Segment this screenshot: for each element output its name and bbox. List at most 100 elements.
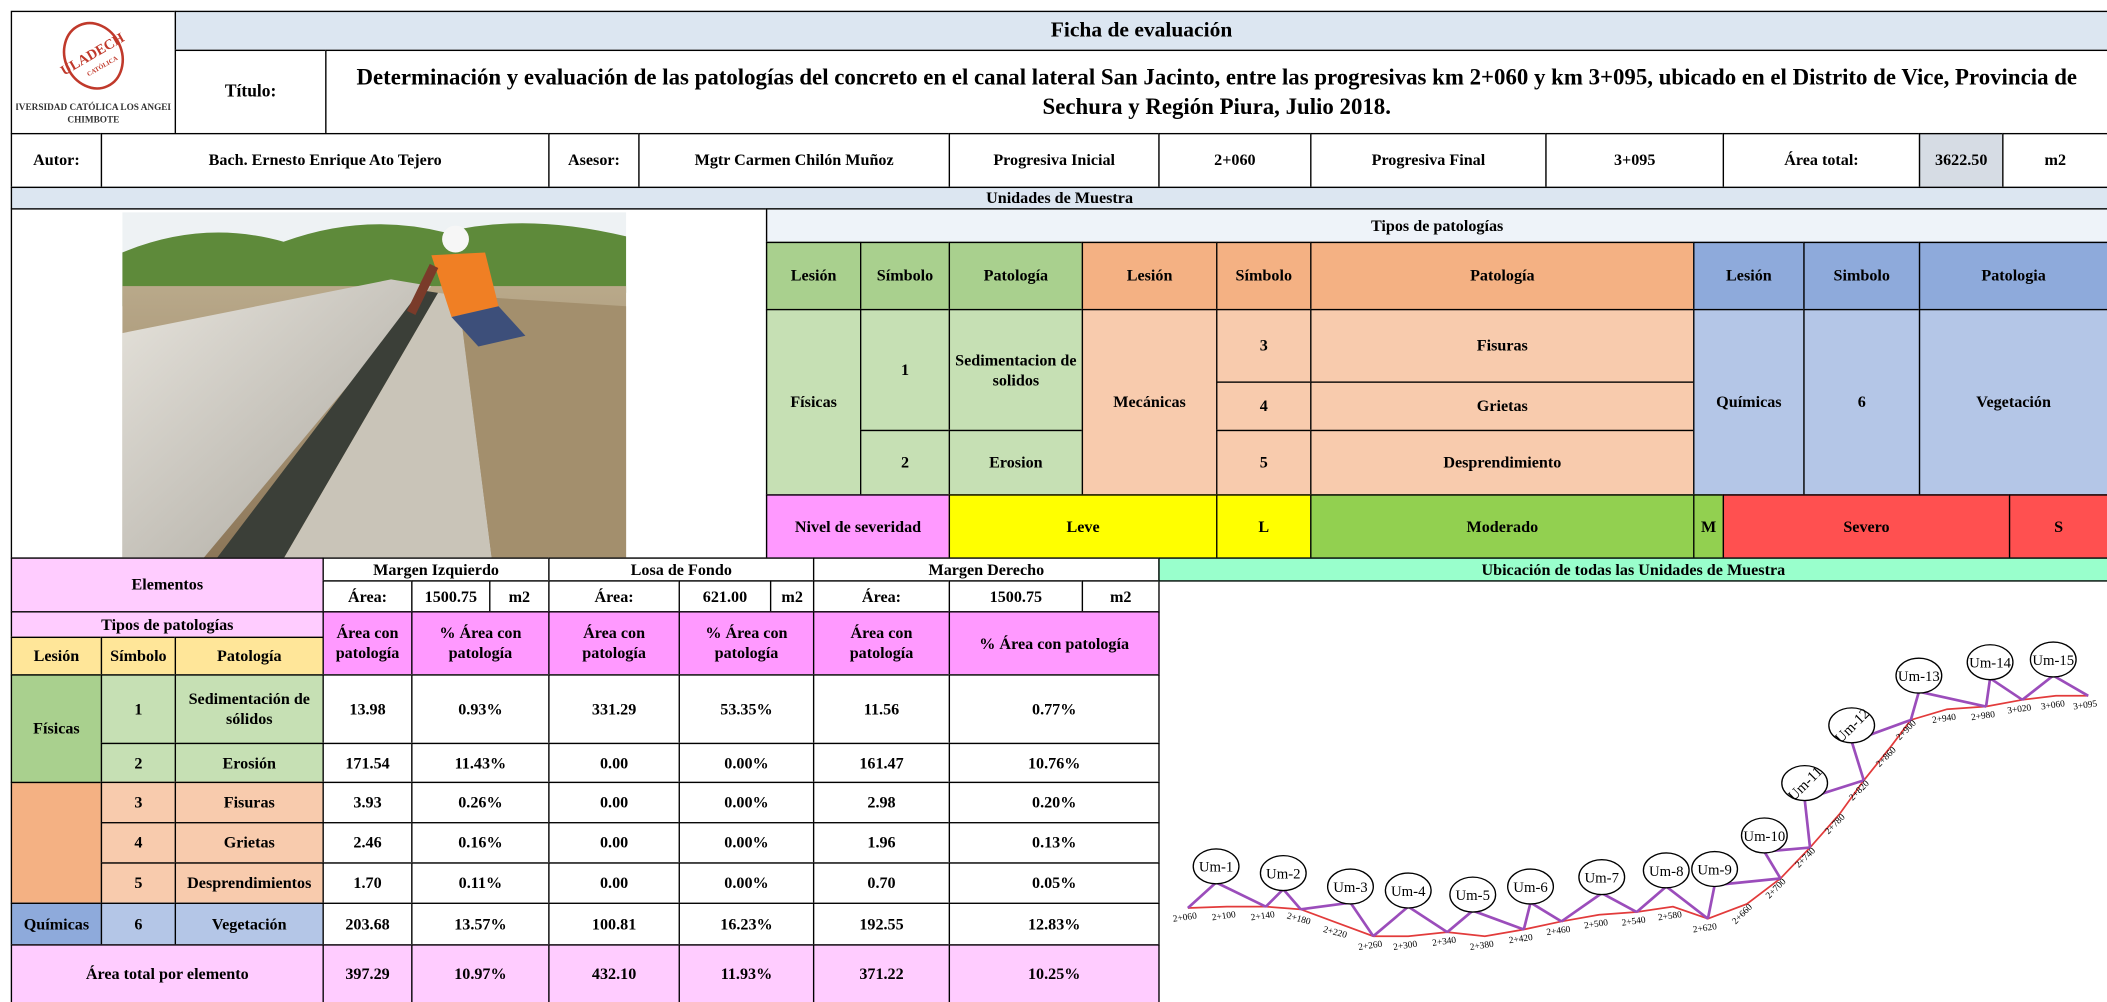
value: 12.83% [948, 902, 1160, 946]
value: 171.54 [322, 742, 413, 784]
logo-cell: ULADECH CATÓLICA UNIVERSIDAD CATÓLICA LO… [10, 10, 177, 135]
legend-header: Símbolo [1216, 241, 1312, 311]
station-label: 2+260 [1358, 940, 1384, 953]
unit-span [1372, 904, 1448, 938]
station-label: 2+420 [1508, 933, 1534, 946]
value: 16.23% [678, 902, 815, 946]
station-label: 2+340 [1432, 936, 1458, 949]
unit-label: Um-5 [1456, 888, 1490, 904]
unit-label: Um-2 [1266, 866, 1300, 882]
value: 0.93% [411, 674, 550, 745]
map-title: Ubicación de todas las Unidades de Muest… [1158, 557, 2107, 582]
station-label: 2+220 [1322, 925, 1348, 941]
unit-label: Um-7 [1585, 870, 1619, 886]
pathology: Fisuras [1310, 308, 1695, 383]
area-value: 621.00 [678, 580, 772, 613]
element-name: Losa de Fondo [548, 557, 815, 582]
station-label: 2+300 [1393, 940, 1419, 953]
unit-circle [1259, 854, 1307, 892]
photo-cell [10, 208, 768, 559]
title-label: Título: [174, 49, 327, 135]
info-cell: 3622.50 [1918, 132, 2004, 189]
unit-label: Um-15 [2032, 653, 2074, 669]
total-value: 10.25% [948, 944, 1160, 1002]
info-cell: 2+060 [1158, 132, 1312, 189]
total-value: 10.97% [411, 944, 550, 1002]
total-value: 397.29 [322, 944, 413, 1002]
unit-circle [1966, 644, 2014, 681]
station-label: 2+100 [1211, 910, 1237, 923]
value: 0.11% [411, 862, 550, 904]
value: 53.35% [678, 674, 815, 745]
area-value: 1500.75 [411, 580, 491, 613]
symbol: 2 [100, 742, 177, 784]
lesion: Físicas [765, 308, 862, 496]
pathology: Vegetación [174, 902, 324, 946]
unit-label: Um-14 [1969, 656, 2011, 672]
severity-level: Severo [1722, 494, 2011, 559]
pathology: Grietas [174, 822, 324, 864]
station-label: 2+620 [1692, 922, 1718, 935]
value: 13.57% [411, 902, 550, 946]
total-value: 371.22 [812, 944, 951, 1002]
symbol: 6 [1803, 308, 1921, 496]
unit-circle [1828, 707, 1876, 744]
unit-span [1446, 909, 1525, 934]
value: 11.43% [411, 742, 550, 784]
unit-circle [1691, 850, 1739, 888]
value-header: % Área con patología [678, 611, 815, 676]
pathology: Sedimentacion de solidos [948, 308, 1084, 432]
value-header: Área con patología [322, 611, 413, 676]
value: 11.56 [812, 674, 951, 745]
title-text: Determinación y evaluación de las patolo… [325, 49, 2107, 135]
unit-label: Um-13 [1898, 669, 1940, 685]
station-label: 2+660 [1731, 902, 1755, 926]
logo-emblem [62, 21, 124, 90]
station-label: 2+060 [1172, 911, 1198, 924]
pathology: Erosion [948, 429, 1084, 496]
station-label: 2+900 [1895, 718, 1919, 742]
legend-header: Simbolo [1803, 241, 1921, 311]
severity-code: L [1216, 494, 1312, 559]
value: 161.47 [812, 742, 951, 784]
element-name: Margen Derecho [812, 557, 1160, 582]
station-label: 2+820 [1848, 779, 1872, 803]
severity-code: S [2008, 494, 2107, 559]
station-label: 2+140 [1250, 910, 1276, 923]
total-value: 432.10 [548, 944, 680, 1002]
unit-label: Um-9 [1697, 862, 1731, 878]
value: 0.00 [548, 862, 680, 904]
canal-line [1187, 694, 2089, 938]
unit-circle [1740, 817, 1788, 854]
value: 203.68 [322, 902, 413, 946]
unit-circle [1895, 657, 1943, 694]
total-label: Área total por elemento [10, 944, 324, 1002]
pathology: Desprendimiento [1310, 429, 1695, 496]
unit-span [1186, 880, 1267, 909]
info-cell: Mgtr Carmen Chilón Muñoz [638, 132, 951, 189]
types-header: Tipos de patologías [10, 611, 324, 639]
value: 0.05% [948, 862, 1160, 904]
info-cell: Progresiva Inicial [948, 132, 1160, 189]
area-value: 1500.75 [948, 580, 1084, 613]
unit-label: Um-6 [1513, 880, 1547, 896]
unit-circle [1384, 872, 1432, 909]
unit-circle [1781, 764, 1829, 802]
unit-circle [1642, 852, 1690, 889]
info-cell: Bach. Ernesto Enrique Ato Tejero [100, 132, 550, 189]
unit-circle [1326, 868, 1374, 905]
pathology: Erosión [174, 742, 324, 784]
station-label: 2+980 [1970, 710, 1996, 723]
unit-label: Um-8 [1649, 864, 1683, 880]
station-label: 2+500 [1583, 918, 1609, 931]
logo: ULADECH CATÓLICA UNIVERSIDAD CATÓLICA LO… [16, 21, 171, 126]
total-value: 11.93% [678, 944, 815, 1002]
unit-circle [1507, 868, 1555, 905]
info-cell: Autor: [10, 132, 103, 189]
value: 0.26% [411, 781, 550, 824]
value: 331.29 [548, 674, 680, 745]
station-label: 2+860 [1875, 745, 1899, 769]
logo-city: CHIMBOTE [67, 116, 119, 126]
pathology: Fisuras [174, 781, 324, 824]
station-label: 2+540 [1621, 915, 1647, 928]
